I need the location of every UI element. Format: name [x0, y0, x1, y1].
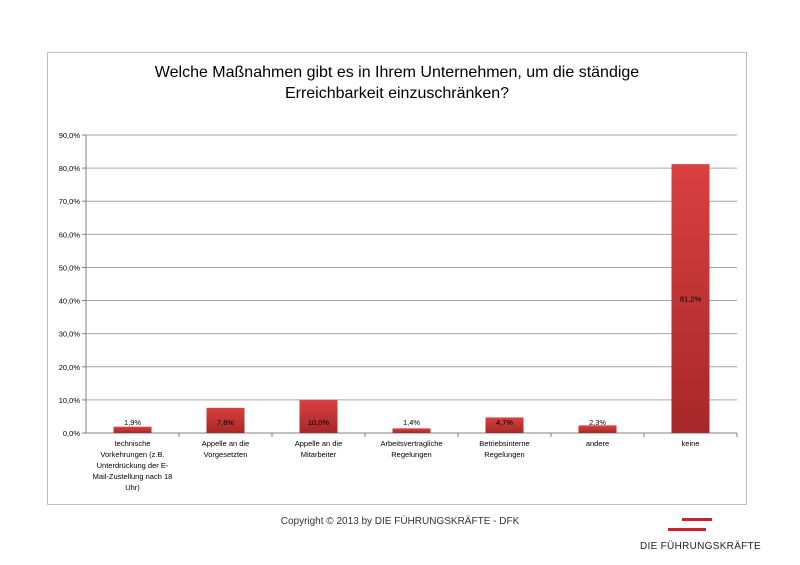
logo-mark-icon: [668, 518, 712, 531]
y-tick-label: 0,0%: [63, 429, 80, 438]
bar: [671, 164, 710, 434]
y-tick-label: 10,0%: [59, 396, 81, 405]
bar: [485, 417, 524, 433]
x-category-label: Appelle an die Vorgesetzten: [202, 439, 250, 459]
x-category-label-line: Regelungen: [484, 450, 524, 459]
bar: [299, 399, 338, 433]
data-label: 2,3%: [589, 418, 606, 427]
chart-title-line-1: Welche Maßnahmen gibt es in Ihrem Untern…: [154, 64, 640, 81]
x-category-label-line: Vorkehrungen (z.B.: [100, 450, 164, 459]
x-category-label-line: Vorgesetzten: [204, 450, 248, 459]
x-category-label: andere: [586, 439, 609, 448]
bar: [113, 426, 152, 433]
y-tick-label: 70,0%: [59, 197, 81, 206]
x-category-label-line: Mitarbeiter: [301, 450, 337, 459]
data-label: 1,9%: [124, 418, 141, 427]
y-tick-label: 30,0%: [59, 330, 81, 339]
data-label: 81,2%: [680, 295, 702, 304]
x-category-label-line: andere: [586, 439, 609, 448]
y-tick-label: 60,0%: [59, 230, 81, 239]
x-category-label-line: Arbeitsvertragliche: [380, 439, 442, 448]
x-category-label-line: Betriebsinterne: [479, 439, 529, 448]
logo-text: DIE FÜHRUNGSKRÄFTE: [640, 541, 761, 552]
y-tick-label: 20,0%: [59, 363, 81, 372]
x-category-label-line: Mail-Zustellung nach 18: [93, 472, 173, 481]
bar: [392, 428, 431, 433]
x-category-label-line: technische: [115, 439, 151, 448]
x-category-label: Betriebsinterne Regelungen: [479, 439, 529, 459]
data-label: 1,4%: [403, 418, 420, 427]
data-label: 10,0%: [308, 418, 330, 427]
x-category-label: technische Vorkehrungen (z.B. Unterdrückun…: [93, 439, 173, 492]
x-category-label-line: Appelle an die: [202, 439, 250, 448]
chart-title: Welche Maßnahmen gibt es in Ihrem Untern…: [47, 62, 747, 104]
x-category-label-line: keine: [682, 439, 700, 448]
y-tick-label: 50,0%: [59, 263, 81, 272]
y-tick-label: 40,0%: [59, 297, 81, 306]
x-category-label: Arbeitsvertragliche Regelungen: [380, 439, 442, 459]
bar: [578, 425, 617, 433]
copyright-text: Copyright © 2013 by DIE FÜHRUNGSKRÄFTE -…: [280, 516, 520, 527]
x-category-label-line: Regelungen: [391, 450, 431, 459]
x-category-label-line: Unterdrückung der E-: [97, 461, 169, 470]
bar: [206, 407, 245, 433]
chart-title-line-2: Erreichbarkeit einzuschränken?: [284, 85, 510, 102]
x-category-label-line: Uhr): [125, 483, 140, 492]
x-category-label: keine: [682, 439, 700, 448]
y-tick-label: 80,0%: [59, 164, 81, 173]
y-tick-label: 90,0%: [59, 131, 81, 140]
x-category-label: Appelle an die Mitarbeiter: [295, 439, 343, 459]
data-label: 7,6%: [217, 418, 234, 427]
x-category-label-line: Appelle an die: [295, 439, 343, 448]
data-label: 4,7%: [496, 418, 513, 427]
